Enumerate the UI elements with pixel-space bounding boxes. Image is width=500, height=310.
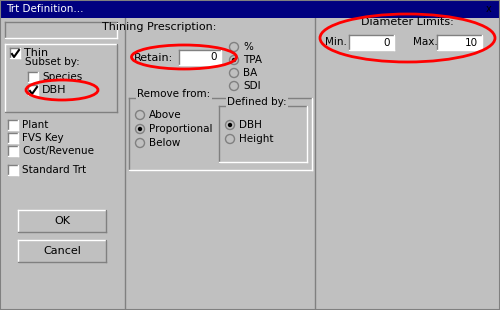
Bar [28,85,38,95]
Bar [5,44,117,112]
Bar [8,120,18,130]
Text: Subset by:: Subset by: [25,57,80,67]
Text: Max.: Max. [413,37,438,47]
Text: Retain:: Retain: [134,53,173,63]
Text: 10: 10 [465,38,478,47]
Text: Trt Definition...: Trt Definition... [6,4,84,14]
Text: Cost/Revenue: Cost/Revenue [22,146,94,156]
Bar [10,48,20,58]
Circle shape [136,110,144,119]
Text: DBH: DBH [42,85,66,95]
Bar [8,133,18,143]
Text: %: % [243,42,253,52]
Bar [129,98,312,170]
Circle shape [230,42,238,51]
Text: FVS Key: FVS Key [22,133,64,143]
Text: Standard Trt: Standard Trt [22,165,86,175]
Bar [179,50,221,65]
Bar [0,0,500,18]
Text: Defined by:: Defined by: [227,97,286,107]
Text: Remove from:: Remove from: [137,89,210,99]
Text: BA: BA [243,68,257,78]
Text: Diameter Limits:: Diameter Limits: [361,17,454,27]
Bar [18,210,106,232]
Text: Thin: Thin [24,48,48,58]
Circle shape [230,69,238,78]
Bar [18,240,106,262]
Circle shape [136,125,144,134]
Text: Min.: Min. [325,37,347,47]
Circle shape [226,121,234,130]
Text: Above: Above [149,110,182,120]
Text: Cancel: Cancel [43,246,81,256]
Text: Plant: Plant [22,120,48,130]
Text: TPA: TPA [243,55,262,65]
Circle shape [230,55,238,64]
Text: Below: Below [149,138,180,148]
Circle shape [138,127,142,131]
Text: Proportional: Proportional [149,124,212,134]
Text: Thining Prescription:: Thining Prescription: [102,22,216,32]
Bar [8,165,18,175]
Text: Height: Height [239,134,274,144]
Bar [437,35,482,50]
Text: DBH: DBH [239,120,262,130]
Bar [349,35,394,50]
Text: x: x [486,4,492,14]
Circle shape [230,82,238,91]
Bar [28,72,38,82]
Text: SDI: SDI [243,81,260,91]
Circle shape [232,58,236,62]
Bar [8,146,18,156]
Bar [5,22,117,38]
Text: OK: OK [54,216,70,226]
Circle shape [226,135,234,144]
Text: 0: 0 [384,38,390,47]
Bar [219,106,307,162]
Circle shape [136,139,144,148]
Text: 0: 0 [210,52,217,63]
Bar [482,2,496,16]
Circle shape [228,123,232,127]
Text: Species: Species [42,72,82,82]
